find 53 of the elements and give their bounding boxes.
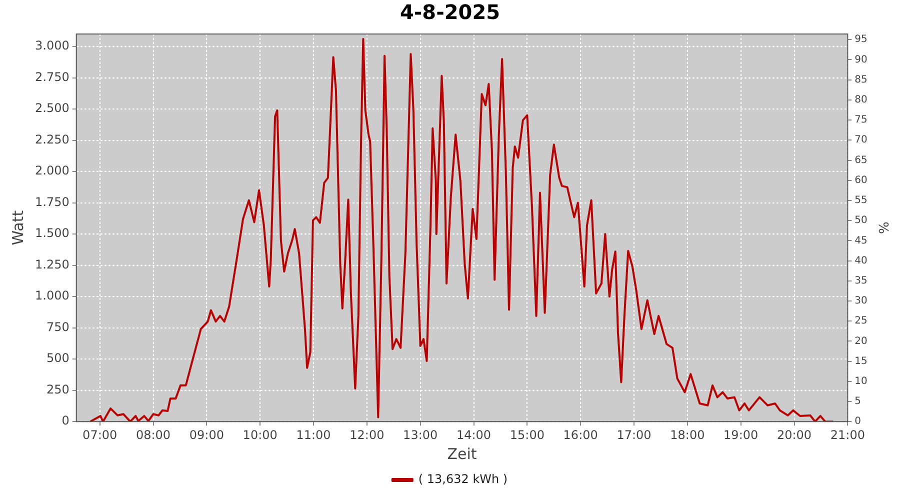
x-axis-title: Zeit bbox=[447, 444, 477, 463]
y2-tick-label: 75 bbox=[854, 114, 868, 126]
y-tick-label: 2.500 bbox=[34, 101, 70, 116]
y2-tick-label: 55 bbox=[854, 195, 868, 206]
y-tick-label: 2.000 bbox=[34, 164, 70, 178]
x-tick-label: 16:00 bbox=[563, 428, 598, 442]
y2-tick-label: 25 bbox=[854, 316, 868, 327]
legend-label: ( 13,632 kWh ) bbox=[418, 472, 508, 486]
y2-tick-label: 40 bbox=[854, 255, 868, 266]
y2-tick-label: 70 bbox=[854, 134, 868, 146]
y-tick-label: 750 bbox=[46, 320, 70, 334]
x-tick-label: 11:00 bbox=[296, 428, 331, 442]
y2-tick-label: 30 bbox=[854, 296, 868, 307]
y-tick-label: 0 bbox=[62, 414, 70, 428]
y2-tick-label: 90 bbox=[854, 54, 868, 66]
y-axis-title: Watt bbox=[8, 210, 27, 246]
x-tick-label: 21:00 bbox=[830, 428, 865, 442]
y2-tick-label: 10 bbox=[854, 376, 868, 387]
y-tick-label: 1.000 bbox=[34, 288, 70, 303]
x-tick-label: 15:00 bbox=[510, 428, 544, 442]
y-tick-label: 2.250 bbox=[34, 132, 70, 146]
x-tick-label: 07:00 bbox=[82, 428, 118, 442]
x-tick-label: 20:00 bbox=[776, 428, 812, 442]
y2-tick-label: 0 bbox=[854, 416, 862, 428]
y-tick-label: 500 bbox=[46, 351, 70, 366]
x-tick-label: 13:00 bbox=[403, 428, 438, 442]
y2-axis-title: % bbox=[874, 222, 890, 234]
y-tick-label: 1.750 bbox=[34, 194, 70, 209]
y-tick-label: 3.000 bbox=[34, 38, 70, 53]
y2-tick-label: 50 bbox=[854, 215, 868, 226]
x-tick-label: 12:00 bbox=[350, 428, 384, 442]
y-tick-label: 1.250 bbox=[34, 257, 70, 272]
x-tick-label: 19:00 bbox=[724, 428, 758, 442]
y2-tick-label: 45 bbox=[854, 235, 868, 246]
chart-title: 4-8-2025 bbox=[400, 0, 500, 24]
y-tick-label: 2.750 bbox=[34, 70, 70, 84]
x-tick-label: 17:00 bbox=[616, 428, 652, 442]
x-tick-label: 08:00 bbox=[136, 428, 171, 442]
y2-tick-label: 95 bbox=[854, 34, 868, 46]
y2-tick-label: 15 bbox=[854, 356, 868, 367]
x-tick-label: 09:00 bbox=[189, 428, 224, 442]
y2-tick-label: 20 bbox=[854, 336, 868, 347]
y2-tick-label: 35 bbox=[854, 275, 868, 286]
y2-tick-label: 85 bbox=[854, 74, 868, 86]
x-tick-label: 10:00 bbox=[242, 428, 278, 442]
y2-tick-label: 80 bbox=[854, 94, 868, 106]
y-tick-label: 250 bbox=[46, 382, 70, 396]
y2-tick-label: 65 bbox=[854, 154, 868, 166]
y-tick-label: 1.500 bbox=[34, 226, 70, 240]
y2-tick-label: 5 bbox=[854, 396, 862, 408]
y2-tick-label: 60 bbox=[854, 174, 868, 186]
x-tick-label: 18:00 bbox=[670, 428, 705, 442]
x-tick-label: 14:00 bbox=[456, 428, 492, 442]
